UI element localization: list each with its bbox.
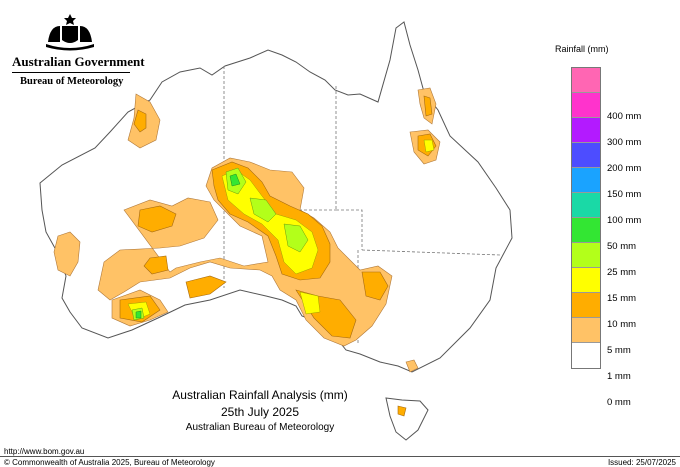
government-title: Australian Government — [12, 54, 145, 69]
tasmania — [385, 397, 429, 441]
legend-label: 150 mm — [607, 189, 642, 200]
legend-label: 25 mm — [607, 267, 637, 278]
legend-swatch — [572, 293, 600, 318]
legend-swatch — [572, 218, 600, 243]
legend-label: 200 mm — [607, 163, 642, 174]
map-date: 25th July 2025 — [220, 405, 300, 419]
legend-label: 50 mm — [607, 241, 637, 252]
legend-label: 5 mm — [607, 345, 631, 356]
rain-25mm — [135, 173, 241, 319]
legend-swatch — [572, 343, 600, 368]
issued-date: Issued: 25/07/2025 — [607, 458, 676, 467]
map-source: Australian Bureau of Meteorology — [185, 422, 335, 433]
legend-swatch — [572, 168, 600, 193]
legend-title: Rainfall (mm) — [555, 44, 609, 54]
legend-swatch — [572, 118, 600, 143]
legend-label: 1 mm — [607, 371, 631, 382]
legend-swatch — [572, 268, 600, 293]
legend-swatch — [572, 318, 600, 343]
legend-label: 400 mm — [607, 111, 642, 122]
footer-divider — [0, 456, 680, 457]
legend-swatch — [572, 93, 600, 118]
legend-label: 15 mm — [607, 293, 637, 304]
bom-logo: Australian Government Bureau of Meteorol… — [12, 12, 145, 87]
legend-label: 10 mm — [607, 319, 637, 330]
legend-swatch — [572, 243, 600, 268]
copyright-text: © Commonwealth of Australia 2025, Bureau… — [4, 458, 215, 467]
legend-label: 100 mm — [607, 215, 642, 226]
coat-of-arms-icon — [46, 14, 94, 51]
legend-scale — [571, 67, 601, 369]
legend-label: 300 mm — [607, 137, 642, 148]
legend-label: 0 mm — [607, 397, 631, 408]
logo-divider — [12, 72, 130, 73]
bureau-title: Bureau of Meteorology — [20, 76, 124, 87]
legend-swatch — [572, 143, 600, 168]
legend-swatch — [572, 193, 600, 218]
map-title: Australian Rainfall Analysis (mm) — [172, 388, 348, 402]
legend-swatch — [572, 68, 600, 93]
bom-url-link[interactable]: http://www.bom.gov.au — [4, 447, 85, 456]
